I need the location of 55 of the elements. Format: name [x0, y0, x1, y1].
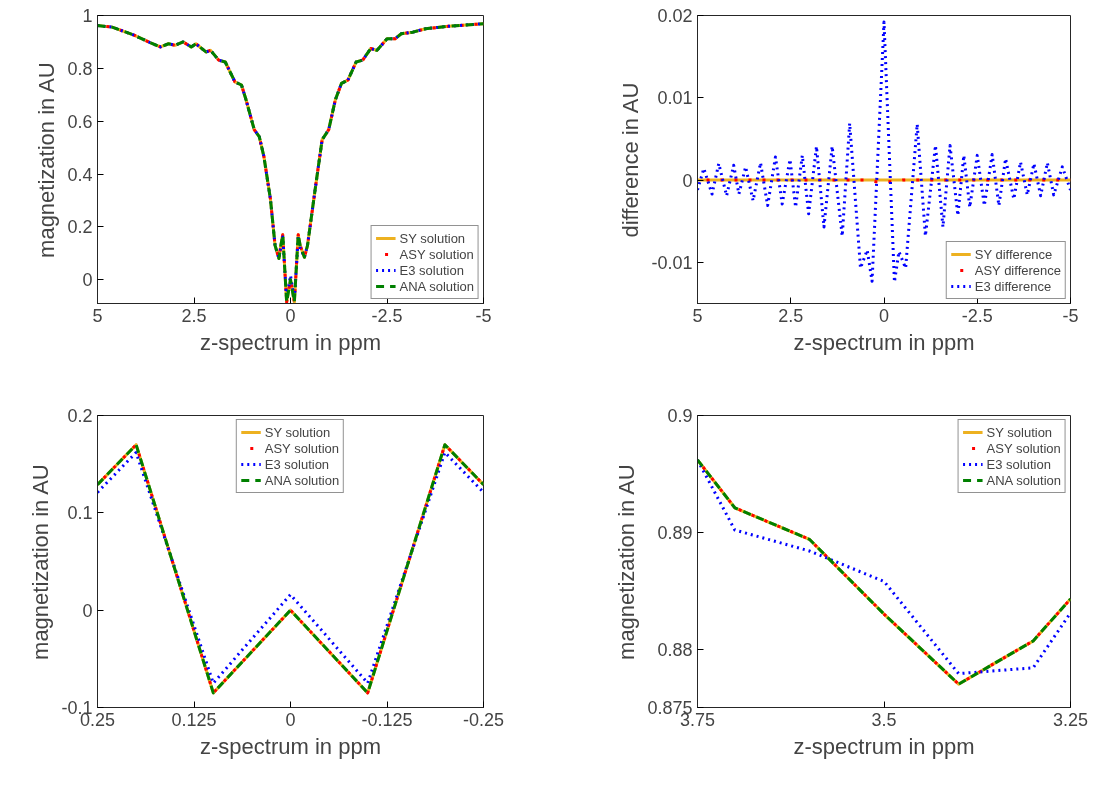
y-tick-label: 0.6: [67, 111, 93, 132]
legend-label: E3 solution: [264, 456, 330, 472]
y-axis-title: magnetization in AU: [34, 62, 60, 258]
y-axis-title: magnetization in AU: [614, 464, 640, 660]
x-tick-label: 3.25: [1052, 709, 1089, 730]
x-tick-label: -2.5: [371, 305, 403, 326]
y-tick-label: 1: [82, 6, 93, 26]
x-tick-label: 5: [692, 305, 703, 326]
legend-label: ANA solution: [986, 472, 1061, 488]
x-tick-label: 2.5: [778, 305, 804, 326]
x-axis-title: z-spectrum in ppm: [793, 329, 975, 355]
legend-label: E3 solution: [986, 456, 1051, 472]
legend-label: ANA solution: [264, 472, 340, 488]
y-tick-label: 0.88: [657, 639, 693, 660]
y-tick-label: 0.4: [67, 164, 93, 185]
legend-label: ASY solution: [264, 440, 339, 456]
x-axis-title: z-spectrum in ppm: [200, 329, 381, 355]
legend-label: ASY solution: [986, 440, 1061, 456]
x-tick-label: 2.5: [181, 305, 207, 326]
x-tick-label: 0: [285, 709, 296, 730]
legend-label: E3 difference: [974, 278, 1052, 294]
legend-label: SY solution: [264, 424, 331, 440]
x-tick-label: -0.125: [361, 709, 413, 730]
legend-label: SY difference: [974, 246, 1053, 262]
y-tick-label: 0.02: [657, 6, 693, 26]
x-tick-label: 0: [285, 305, 296, 326]
y-tick-label: 0: [82, 600, 93, 621]
x-axis-title: z-spectrum in ppm: [200, 733, 381, 759]
x-tick-label: -2.5: [961, 305, 993, 326]
y-tick-label: 0.2: [67, 217, 93, 238]
x-tick-label: 0: [878, 305, 890, 326]
x-tick-label: -5: [1062, 305, 1079, 326]
y-axis-title: magnetization in AU: [28, 464, 54, 660]
y-tick-label: 0.8: [67, 58, 93, 79]
y-tick-label: 0.1: [67, 503, 93, 524]
x-tick-label: 0.125: [171, 709, 217, 730]
x-axis-title: z-spectrum in ppm: [793, 733, 975, 759]
x-tick-label: 5: [92, 305, 103, 326]
legend-label: SY solution: [986, 424, 1053, 440]
y-tick-label: -0.01: [651, 252, 693, 273]
y-tick-label: 0: [682, 170, 693, 191]
y-tick-label: 0.2: [67, 406, 93, 426]
y-tick-label: 0.9: [667, 406, 693, 426]
legend-label: ASY difference: [974, 262, 1061, 278]
x-tick-label: -0.25: [462, 709, 505, 730]
x-tick-label: 3.5: [871, 709, 897, 730]
x-tick-label: -5: [475, 305, 492, 326]
legend-label: ANA solution: [399, 278, 474, 294]
y-tick-label: 0.89: [657, 522, 693, 543]
y-axis-title: difference in AU: [618, 82, 644, 238]
y-tick-label: 0.01: [657, 88, 693, 109]
y-tick-label: 0: [82, 270, 93, 291]
legend-label: SY solution: [399, 230, 466, 246]
legend-label: E3 solution: [399, 262, 464, 278]
legend-label: ASY solution: [399, 246, 474, 262]
